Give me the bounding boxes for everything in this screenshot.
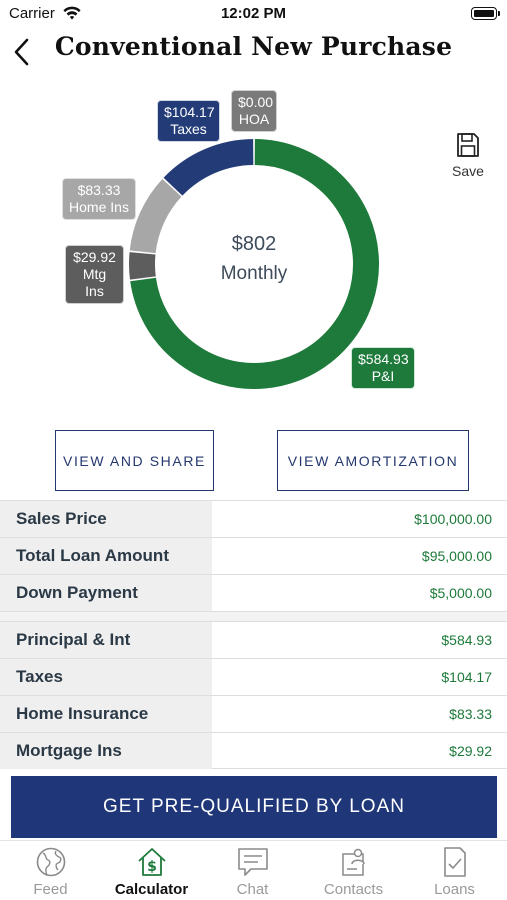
battery-icon xyxy=(471,7,500,20)
home-ins-callout: $83.33 Home Ins xyxy=(62,178,136,220)
save-label: Save xyxy=(452,163,484,179)
save-button[interactable]: Save xyxy=(448,130,488,182)
taxes-callout: $104.17 Taxes xyxy=(157,100,220,142)
mtg-ins-amount: $29.92 xyxy=(73,249,116,265)
row-value: $584.93 xyxy=(441,632,492,648)
tab-label: Contacts xyxy=(323,881,384,898)
table-row: Total Loan Amount $95,000.00 xyxy=(0,537,507,574)
globe-icon xyxy=(36,847,66,877)
hoa-amount: $0.00 xyxy=(238,94,274,110)
svg-text:$: $ xyxy=(147,859,157,875)
taxes-label: Taxes xyxy=(170,121,207,137)
calculator-house-icon: $ xyxy=(138,848,166,876)
row-value: $29.92 xyxy=(449,743,492,759)
home-ins-amount: $83.33 xyxy=(77,182,121,198)
chat-bubble-icon xyxy=(238,848,268,876)
tab-feed[interactable]: Feed xyxy=(0,841,101,900)
tab-label: Chat xyxy=(236,881,269,898)
get-pre-qualified-button[interactable]: GET PRE-QUALIFIED BY LOAN xyxy=(11,776,497,838)
table-row: Home Insurance $83.33 xyxy=(0,695,507,732)
table-row: Mortgage Ins $29.92 xyxy=(0,732,507,769)
table-row: Down Payment $5,000.00 xyxy=(0,574,507,611)
status-bar: Carrier 12:02 PM xyxy=(0,0,507,28)
row-label: Sales Price xyxy=(0,501,212,537)
hoa-callout: $0.00 HOA xyxy=(231,90,277,132)
pi-callout: $584.93 P&I xyxy=(351,347,415,389)
row-value: $104.17 xyxy=(441,669,492,685)
row-label: Total Loan Amount xyxy=(0,538,212,574)
row-label: Home Insurance xyxy=(0,696,212,732)
tab-label: Loans xyxy=(434,881,475,898)
wifi-icon xyxy=(63,6,81,20)
taxes-amount: $104.17 xyxy=(164,104,215,120)
page-title: Conventional New Purchase xyxy=(54,32,453,61)
row-label: Down Payment xyxy=(0,575,212,611)
home-ins-label: Home Ins xyxy=(69,199,129,215)
row-value: $5,000.00 xyxy=(429,585,492,601)
hoa-label: HOA xyxy=(238,111,270,127)
donut-slice-taxes xyxy=(163,139,254,196)
tab-label: Calculator xyxy=(114,881,189,898)
tab-label: Feed xyxy=(33,881,68,898)
row-label: Principal & Int xyxy=(0,622,212,658)
row-label: Mortgage Ins xyxy=(0,733,212,769)
floppy-disk-icon xyxy=(457,133,479,157)
table-row: Principal & Int $584.93 xyxy=(0,621,507,658)
monthly-total: $802 xyxy=(231,233,277,255)
back-button[interactable] xyxy=(8,34,38,70)
tab-loans[interactable]: Loans xyxy=(404,841,505,900)
chevron-left-icon xyxy=(14,38,29,66)
tab-contacts[interactable]: Contacts xyxy=(303,841,404,900)
payment-donut-chart xyxy=(129,139,379,389)
tab-bar: Feed $ Calculator Chat Contacts Loans xyxy=(0,840,507,900)
table-row: Sales Price $100,000.00 xyxy=(0,500,507,537)
row-value: $100,000.00 xyxy=(414,511,492,527)
view-and-share-button[interactable]: VIEW AND SHARE xyxy=(55,430,214,491)
pi-amount: $584.93 xyxy=(358,351,409,367)
clock: 12:02 PM xyxy=(220,5,287,22)
row-label: Taxes xyxy=(0,659,212,695)
tab-calculator[interactable]: $ Calculator xyxy=(101,841,202,900)
monthly-label: Monthly xyxy=(220,263,288,284)
pi-label: P&I xyxy=(371,368,395,384)
table-row: Taxes $104.17 xyxy=(0,658,507,695)
document-check-icon xyxy=(444,847,466,877)
mtg-ins-callout: $29.92 Mtg Ins xyxy=(65,245,124,304)
view-amortization-button[interactable]: VIEW AMORTIZATION xyxy=(277,430,469,491)
row-value: $83.33 xyxy=(449,706,492,722)
donut-slice-home-ins xyxy=(129,178,182,254)
carrier-name: Carrier xyxy=(9,5,55,22)
mtg-ins-label: Mtg Ins xyxy=(82,266,107,299)
donut-slice-p-i xyxy=(130,139,379,389)
tab-chat[interactable]: Chat xyxy=(202,841,303,900)
donut-slice-mtg-ins xyxy=(129,252,156,280)
row-value: $95,000.00 xyxy=(421,548,492,564)
section-divider xyxy=(0,611,507,621)
contacts-icon xyxy=(342,848,365,876)
